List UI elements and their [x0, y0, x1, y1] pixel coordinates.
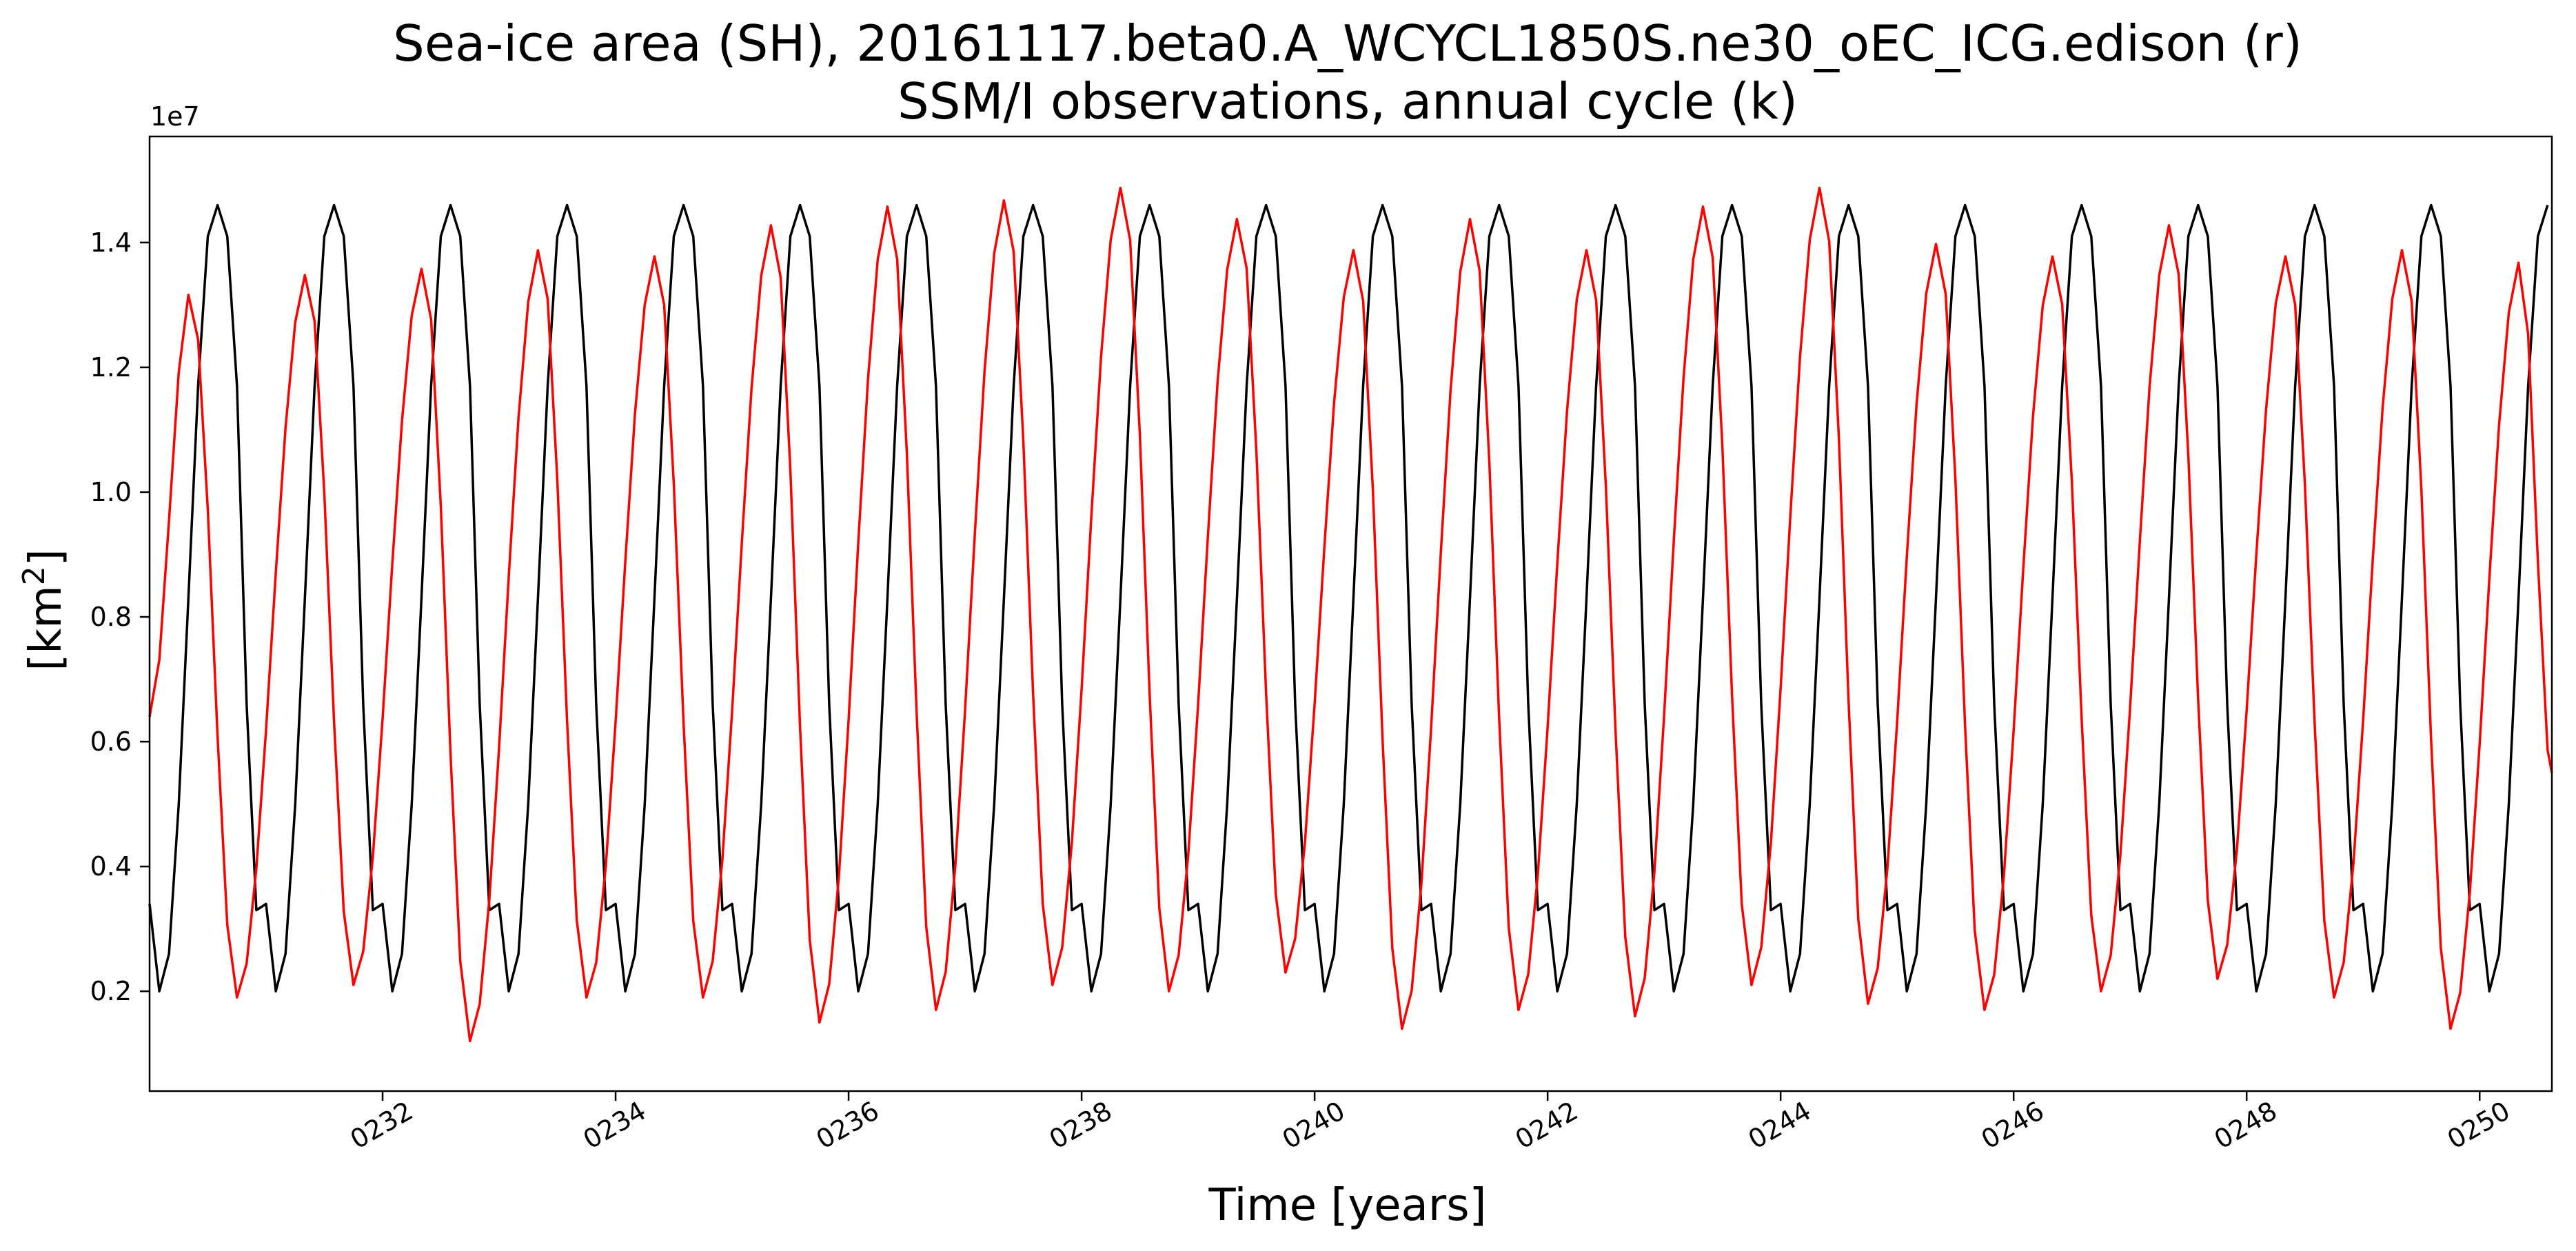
chart-title: Sea-ice area (SH), 20161117.beta0.A_WCYC…	[393, 14, 2302, 72]
y-tick-label: 0.4	[90, 851, 132, 882]
x-axis-ticks: 0232 0234 0236 0238 0240 0242 0244 0246 0248 0250	[345, 1091, 2515, 1155]
y-axis-label-superscript: 2	[17, 566, 52, 585]
y-tick-label: 0.2	[90, 976, 132, 1006]
y-axis-label-close: ]	[21, 549, 72, 566]
y-tick-label: 1.4	[90, 227, 132, 258]
y-offset-label: 1e7	[150, 101, 200, 132]
model-series-line	[148, 186, 2553, 1043]
y-axis-label: [km2]	[17, 549, 72, 671]
x-tick-label: 0240	[1277, 1095, 1350, 1155]
x-tick-label: 0250	[2442, 1095, 2515, 1155]
model-series	[148, 186, 2553, 1043]
y-tick-label: 1.0	[90, 477, 132, 507]
chart-subtitle: SSM/I observations, annual cycle (k)	[897, 72, 1798, 130]
y-tick-label: 0.6	[90, 726, 132, 757]
observations-series-line	[148, 203, 2549, 993]
x-axis-label: Time [years]	[1208, 1180, 1486, 1231]
y-tick-label: 1.2	[90, 352, 132, 383]
plot-area	[148, 186, 2553, 1043]
observations-series	[148, 203, 2549, 993]
x-tick-label: 0248	[2209, 1095, 2282, 1155]
x-tick-label: 0232	[345, 1095, 418, 1155]
x-tick-label: 0244	[1743, 1095, 1816, 1155]
y-axis-ticks: 0.2 0.4 0.6 0.8 1.0 1.2 1.4	[90, 227, 150, 1006]
x-tick-label: 0242	[1510, 1095, 1583, 1155]
y-axis-label-main: [km	[21, 585, 72, 671]
x-tick-label: 0234	[578, 1095, 651, 1155]
axes-frame	[148, 135, 2553, 1092]
y-tick-label: 0.8	[90, 602, 132, 632]
x-tick-label: 0238	[1044, 1095, 1117, 1155]
x-tick-label: 0236	[811, 1095, 884, 1155]
x-tick-label: 0246	[1976, 1095, 2049, 1155]
